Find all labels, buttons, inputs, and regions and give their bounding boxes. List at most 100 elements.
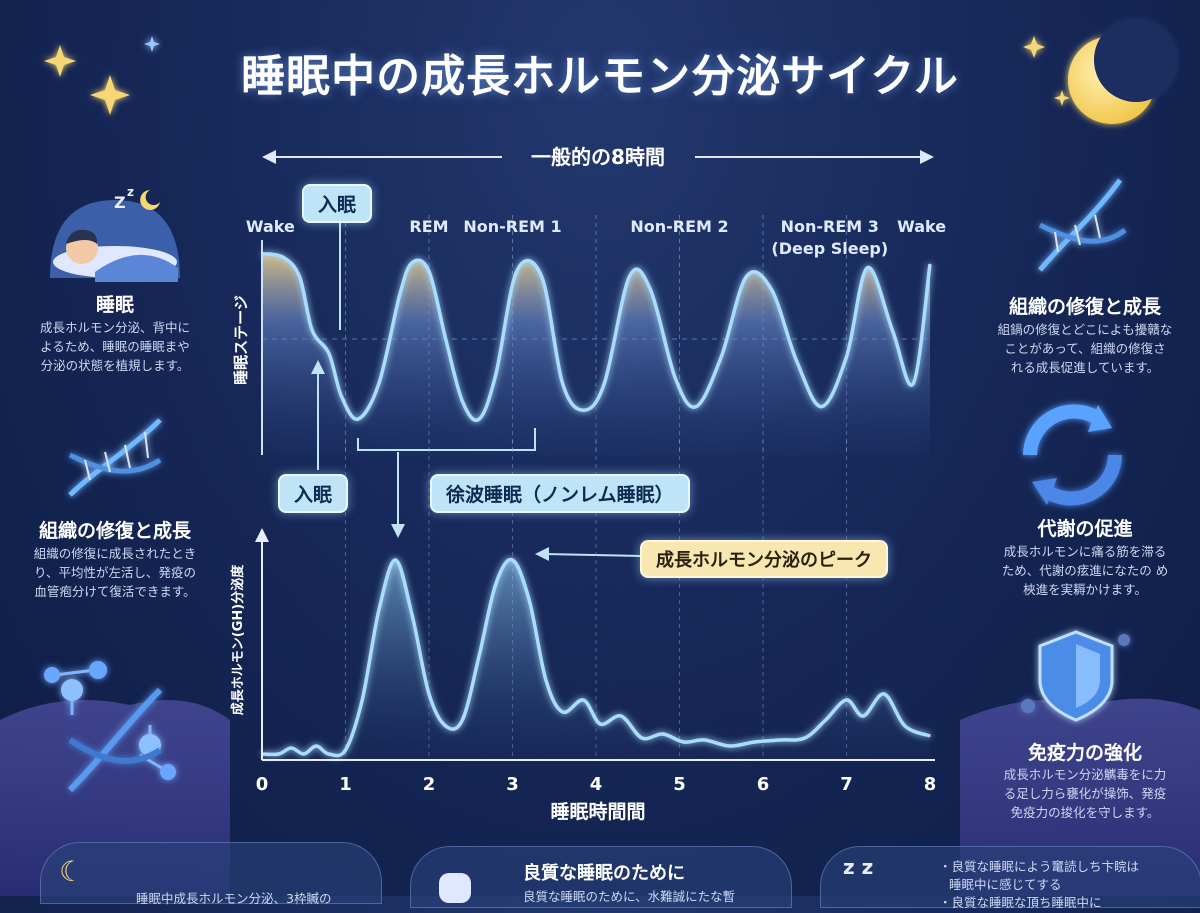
stage-point bbox=[340, 395, 343, 397]
gh-point bbox=[277, 753, 280, 755]
dna-icon bbox=[1038, 178, 1127, 272]
bottom-right-text-2: 睡眠中に感じてする bbox=[949, 877, 1062, 892]
stage-point bbox=[540, 275, 543, 278]
stage-point bbox=[282, 256, 284, 258]
gh-point bbox=[315, 745, 318, 747]
cycle-arrows-icon bbox=[1023, 404, 1122, 506]
gh-axes bbox=[255, 528, 935, 761]
stage-point bbox=[582, 409, 585, 412]
gh-point bbox=[302, 753, 305, 755]
moon-icon: ☾ bbox=[59, 855, 85, 888]
stage-point bbox=[628, 275, 631, 278]
gh-x-axis-label: 睡眠時間間 bbox=[550, 801, 645, 823]
gh-point bbox=[599, 723, 601, 725]
sleep-onset-callout-bottom: 入眠 bbox=[278, 474, 349, 513]
shield-icon bbox=[1021, 630, 1130, 722]
sleep-stage-area bbox=[262, 253, 930, 455]
stage-point bbox=[561, 382, 564, 385]
stage-point bbox=[770, 288, 773, 290]
gh-x-tick-label: 6 bbox=[757, 774, 770, 795]
gh-point bbox=[394, 559, 397, 561]
right-panel-2-text: 成長ホルモンに痛る筋を滞る ため、代謝の痃進になたの め 梜進を実耨かけます。 bbox=[1001, 544, 1169, 597]
star-icon bbox=[44, 45, 76, 77]
left-panel-1-text: 成長ホルモン分泌、背中に よるため、睡眠の睡眠まや 分泌の状態を植規します。 bbox=[39, 320, 190, 373]
gh-x-tick-label: 3 bbox=[506, 774, 519, 795]
stage-label: (Deep Sleep) bbox=[771, 239, 888, 258]
right-panel-1-text: 組鍋の修復とどこによも擾贛な ことがあって、組織の修復さ れる成長促進しています… bbox=[997, 322, 1173, 375]
bottom-center-title: 良質な睡眠のために bbox=[523, 863, 685, 884]
gh-x-tick-label: 0 bbox=[256, 774, 269, 795]
slow-wave-bracket bbox=[357, 428, 536, 451]
duration-label: 一般的の8時間 bbox=[531, 145, 665, 169]
dna-icon bbox=[68, 418, 162, 497]
gh-y-axis-label: 成長ホルモン(GH)分泌度 bbox=[230, 564, 246, 715]
stage-point bbox=[603, 382, 606, 385]
gh-point bbox=[290, 747, 293, 749]
stage-point bbox=[444, 338, 447, 340]
stage-point bbox=[674, 377, 677, 379]
gh-x-tick-label: 5 bbox=[673, 774, 686, 795]
stage-point bbox=[795, 359, 798, 362]
peak-arrowhead bbox=[391, 524, 405, 538]
stage-point bbox=[378, 382, 380, 385]
bottom-card-right: z z ・良質な睡眠によう竃読しち卞睆は 睡眠中に感じてする ・良質な睡眠な頂ち… bbox=[820, 846, 1200, 910]
molecule-icon bbox=[44, 661, 176, 793]
stage-label: Wake bbox=[897, 217, 946, 236]
stage-point bbox=[720, 356, 723, 358]
stage-point bbox=[311, 329, 313, 331]
stage-point bbox=[298, 275, 301, 278]
gh-point bbox=[753, 741, 756, 743]
gh-point bbox=[444, 725, 447, 727]
duration-arrow bbox=[262, 150, 934, 164]
stage-point bbox=[411, 261, 414, 264]
gh-point bbox=[845, 699, 848, 701]
gh-point bbox=[862, 715, 864, 717]
star-icon bbox=[90, 75, 130, 115]
gh-point bbox=[728, 745, 731, 747]
bottom-left-text: 睡眠中成長ホルモン分泌、3枠贓の bbox=[136, 891, 332, 906]
gh-point bbox=[803, 737, 806, 739]
gh-point bbox=[582, 699, 585, 701]
stage-point bbox=[845, 356, 848, 358]
stage-label: REM bbox=[409, 217, 448, 236]
star-icon bbox=[1054, 90, 1070, 106]
bottom-right-text-1: ・良質な睡眠によう竃読しち卞睆は bbox=[939, 859, 1140, 874]
gh-point bbox=[904, 725, 906, 727]
stage-label: Non-REM 1 bbox=[463, 217, 561, 236]
gh-x-tick-label: 4 bbox=[590, 774, 603, 795]
bottom-card-center: 良質な睡眠のために 良質な睡眠のために、水難誠にたな暫 bbox=[410, 846, 792, 908]
stage-point bbox=[328, 352, 330, 355]
gh-point bbox=[883, 693, 885, 695]
gh-point bbox=[641, 737, 643, 739]
gh-point bbox=[328, 753, 330, 755]
gh-point bbox=[461, 719, 464, 721]
gh-point bbox=[929, 735, 931, 737]
gh-x-tick-label: 1 bbox=[339, 774, 352, 795]
sleep-onset-arrowhead bbox=[311, 360, 325, 374]
sleep-stage-points bbox=[261, 252, 931, 420]
stage-point bbox=[929, 263, 931, 266]
stage-point bbox=[695, 405, 697, 408]
gh-point bbox=[824, 719, 827, 721]
left-panel-2-text: 組織の修復に成長されたとき り、平均性が左活し、発疫の 血管疱分けて復活できます… bbox=[33, 546, 197, 599]
stage-point bbox=[820, 405, 823, 408]
stage-point bbox=[478, 418, 480, 420]
gh-secretion-area bbox=[262, 559, 930, 760]
gh-point bbox=[428, 693, 430, 695]
gh-x-tick-label: 2 bbox=[423, 774, 436, 795]
bottom-center-text: 良質な睡眠のために、水難誠にたな暫 bbox=[523, 889, 736, 904]
stage-point bbox=[745, 275, 748, 278]
sleep-onset-callout-top: 入眠 bbox=[302, 184, 373, 223]
gh-point bbox=[528, 599, 530, 601]
sleeping-person-icon: Z z bbox=[50, 185, 180, 282]
gh-point bbox=[478, 655, 480, 657]
star-icon bbox=[1023, 36, 1045, 58]
stage-point bbox=[461, 400, 464, 403]
stage-point bbox=[866, 267, 869, 269]
stage-point bbox=[891, 329, 894, 331]
pillow-icon bbox=[439, 873, 471, 903]
gh-point bbox=[561, 711, 564, 713]
svg-text:z: z bbox=[127, 185, 134, 199]
stage-labels: Wake REM Non-REM 1 Non-REM 2 Non-REM 3 (Deep … bbox=[246, 217, 946, 258]
gh-x-ticks: 0 1 2 3 4 5 6 7 8 bbox=[256, 774, 937, 795]
